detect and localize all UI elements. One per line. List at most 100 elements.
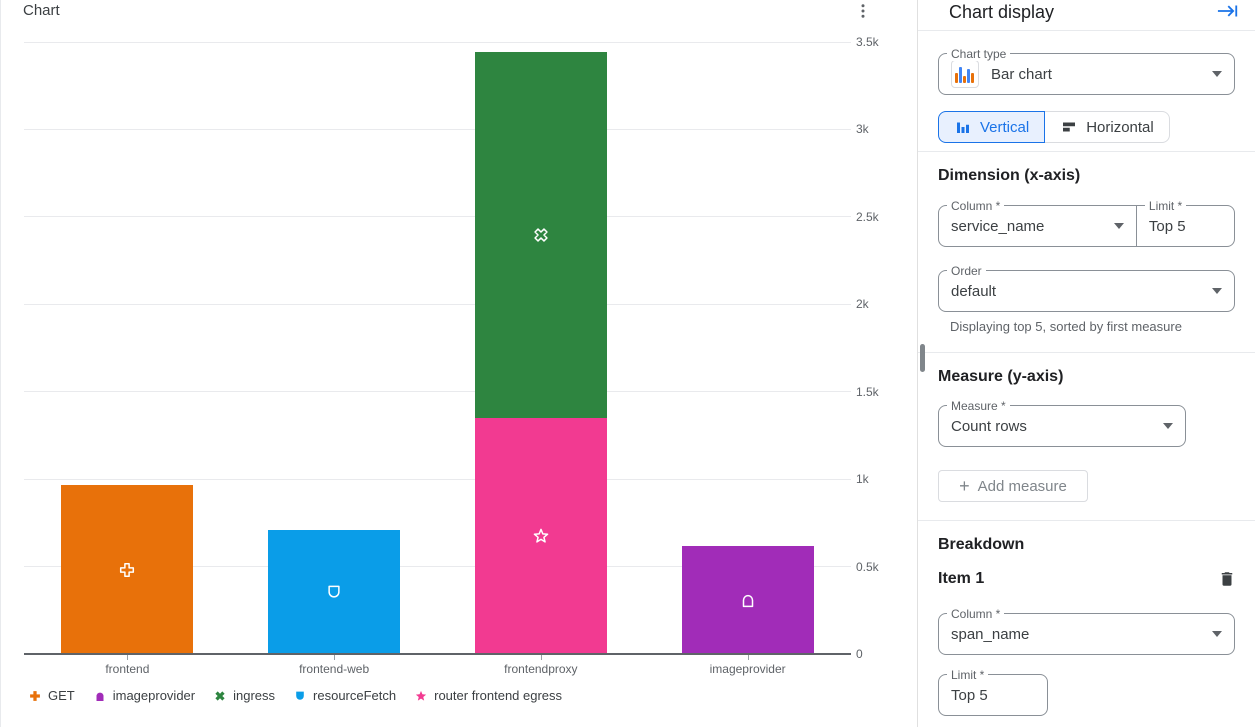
y-axis-tick-label: 0.5k — [856, 559, 879, 574]
y-axis-tick-label: 0 — [856, 647, 863, 661]
y-axis-tick-label: 2.5k — [856, 209, 879, 224]
breakdown-limit-input[interactable]: Limit * Top 5 — [938, 668, 1048, 716]
add-measure-button[interactable]: + Add measure — [938, 470, 1088, 502]
y-axis-tick-label: 1.5k — [856, 384, 879, 399]
y-axis-tick-label: 2k — [856, 297, 869, 312]
legend-label: ingress — [233, 688, 276, 703]
dimension-limit-input[interactable]: Limit * Top 5 — [1135, 199, 1235, 247]
y-axis-tick-label: 1k — [856, 472, 869, 487]
dimension-column-value: service_name — [951, 217, 1045, 235]
measure-value: Count rows — [951, 417, 1027, 435]
dimension-limit-value: Top 5 — [1148, 217, 1186, 235]
kebab-menu-icon[interactable] — [851, 0, 875, 22]
trash-icon[interactable] — [1217, 569, 1237, 589]
order-value: default — [951, 282, 997, 300]
legend-item-resourcefetch[interactable]: resourceFetch — [293, 688, 396, 703]
x-axis-label: frontend-web — [299, 662, 370, 676]
dropdown-caret-icon — [1163, 423, 1173, 429]
pentagon-icon — [742, 594, 753, 607]
panel-scrollbar-thumb[interactable] — [920, 344, 925, 372]
x-axis-tick — [747, 655, 749, 660]
breakdown-item-row: Item 1 — [938, 569, 1237, 589]
legend-label: GET — [48, 688, 75, 703]
order-select[interactable]: Order default — [938, 264, 1235, 312]
vertical-bars-icon — [957, 122, 969, 133]
y-axis-tick-label: 3.5k — [856, 35, 879, 49]
star-icon — [415, 690, 427, 701]
x-axis-label: frontend — [105, 662, 150, 676]
order-label: Order — [947, 264, 986, 278]
shield-icon — [296, 691, 304, 700]
breakdown-limit-value: Top 5 — [951, 686, 988, 704]
pentagon-icon — [96, 692, 104, 701]
mini-bar-chart-icon — [951, 60, 979, 88]
measure-heading: Measure (y-axis) — [938, 368, 1064, 385]
horizontal-label: Horizontal — [1086, 118, 1154, 136]
gridline — [24, 128, 851, 130]
add-measure-label: Add measure — [977, 477, 1067, 495]
x-axis-label: imageprovider — [709, 662, 786, 676]
bar-segment-resourcefetch[interactable] — [268, 529, 401, 654]
gridline — [24, 478, 851, 480]
legend-item-get[interactable]: GET — [28, 688, 75, 703]
measure-select[interactable]: Measure * Count rows — [938, 399, 1186, 447]
y-axis-tick-label: 3k — [856, 122, 869, 137]
dropdown-caret-icon — [1212, 288, 1222, 294]
dimension-helper-text: Displaying top 5, sorted by first measur… — [950, 319, 1182, 334]
x-axis-line — [24, 653, 851, 655]
orientation-vertical-button[interactable]: Vertical — [938, 111, 1046, 143]
legend-label: router frontend egress — [434, 688, 563, 703]
gridline — [24, 216, 851, 218]
panel-header: Chart display — [918, 0, 1255, 31]
chart-type-label: Chart type — [947, 47, 1011, 61]
dimension-heading: Dimension (x-axis) — [938, 167, 1081, 184]
gridline — [24, 391, 851, 393]
chart-type-select[interactable]: Chart type Bar chart — [938, 47, 1235, 95]
dropdown-caret-icon — [1212, 71, 1222, 77]
breakdown-item-title: Item 1 — [938, 570, 985, 587]
vertical-label: Vertical — [980, 118, 1030, 136]
chart-card: Chart GET imageprovider ingress resourceFet… — [0, 0, 879, 727]
gridline — [24, 41, 851, 43]
dimension-column-label: Column * — [947, 199, 1005, 213]
chart-title: Chart — [23, 2, 60, 19]
dimension-column-row: Column * service_name Limit * Top 5 — [938, 199, 1235, 247]
bar-segment-ingress[interactable] — [474, 52, 607, 418]
legend-item-ingress[interactable]: ingress — [213, 688, 275, 703]
dropdown-caret-icon — [1113, 223, 1124, 229]
chart-type-value: Bar chart — [991, 65, 1052, 83]
keyboard-tab-icon[interactable] — [1217, 0, 1239, 22]
gridline — [24, 303, 851, 305]
dropdown-caret-icon — [1212, 631, 1222, 637]
chart-legend: GET imageprovider ingress resourceFetch rout… — [28, 688, 562, 703]
bar-segment-imageprovider[interactable] — [681, 545, 814, 654]
cross-x-icon — [215, 690, 225, 701]
breakdown-column-value: span_name — [951, 625, 1030, 643]
breakdown-column-select[interactable]: Column * span_name — [938, 607, 1235, 655]
legend-label: resourceFetch — [313, 688, 397, 703]
bar-segment-router-frontend-egress[interactable] — [474, 417, 607, 654]
x-axis-tick — [127, 655, 129, 660]
x-axis-tick — [540, 655, 542, 660]
measure-label: Measure * — [947, 399, 1010, 413]
dimension-limit-label: Limit * — [1144, 199, 1187, 213]
legend-item-imageprovider[interactable]: imageprovider — [93, 688, 195, 703]
bar-segment-get[interactable] — [61, 485, 194, 654]
dimension-column-select[interactable]: Column * service_name — [938, 199, 1137, 247]
chart-display-panel: Chart display Chart type Bar chart Verti… — [917, 0, 1255, 727]
breakdown-heading: Breakdown — [938, 536, 1025, 553]
legend-label: imageprovider — [112, 688, 196, 703]
plus-icon: + — [959, 476, 970, 496]
x-axis-label: frontendproxy — [504, 662, 578, 676]
legend-item-router-frontend-egress[interactable]: router frontend egress — [414, 688, 562, 703]
cross-x-icon — [534, 228, 548, 242]
shield-icon — [328, 585, 340, 598]
plus-icon — [120, 562, 135, 577]
divider — [918, 352, 1255, 353]
divider — [918, 151, 1255, 152]
x-axis-tick — [334, 655, 336, 660]
orientation-horizontal-button[interactable]: Horizontal — [1044, 111, 1170, 143]
gridline — [24, 566, 851, 568]
panel-title: Chart display — [949, 2, 1055, 22]
breakdown-column-label: Column * — [947, 607, 1005, 621]
